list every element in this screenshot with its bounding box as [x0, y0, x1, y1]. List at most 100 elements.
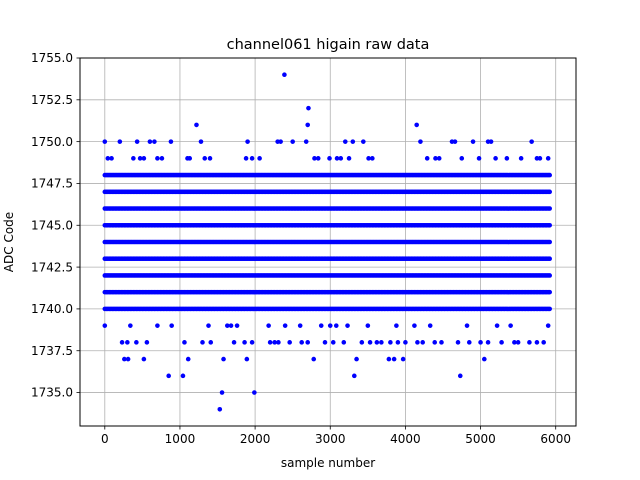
- data-point: [249, 340, 255, 345]
- data-point: [242, 340, 247, 345]
- data-point: [303, 139, 309, 144]
- data-point: [478, 340, 483, 345]
- data-point: [352, 373, 357, 379]
- data-point: [305, 122, 311, 128]
- data-point: [137, 156, 143, 161]
- x-tick-label: 2000: [240, 432, 271, 446]
- data-point: [455, 340, 461, 345]
- data-point: [482, 356, 487, 362]
- data-point: [185, 356, 191, 362]
- data-point: [208, 340, 214, 345]
- data-point: [547, 256, 552, 262]
- data-point: [234, 323, 240, 328]
- data-point: [394, 323, 399, 328]
- data-points: [102, 72, 552, 412]
- data-point: [282, 323, 288, 328]
- data-point: [547, 239, 552, 245]
- data-point: [134, 340, 139, 345]
- data-point: [427, 323, 433, 328]
- y-tick-label: 1745.0: [31, 218, 73, 232]
- data-point: [282, 72, 287, 78]
- data-point: [512, 340, 517, 345]
- data-point: [312, 156, 317, 161]
- data-point: [418, 139, 423, 144]
- data-point: [297, 323, 303, 328]
- data-point: [341, 340, 347, 345]
- y-axis-label: ADC Code: [2, 212, 16, 272]
- chart-title: channel061 higain raw data: [227, 37, 430, 53]
- data-point: [499, 340, 504, 345]
- data-point: [338, 156, 344, 161]
- x-tick-label: 1000: [165, 432, 196, 446]
- data-point: [231, 340, 237, 345]
- y-tick-label: 1737.5: [31, 344, 73, 358]
- y-tick-label: 1752.5: [31, 93, 73, 107]
- data-point: [141, 356, 147, 362]
- data-point: [350, 139, 356, 144]
- data-point: [346, 156, 352, 161]
- data-point: [388, 340, 393, 345]
- data-point: [206, 323, 211, 328]
- data-point: [547, 273, 552, 278]
- data-point: [529, 139, 534, 144]
- data-point: [249, 156, 255, 161]
- data-point: [415, 340, 420, 345]
- data-point: [272, 340, 277, 345]
- data-point: [547, 172, 552, 178]
- data-point: [198, 139, 204, 144]
- data-point: [379, 340, 384, 345]
- data-point: [403, 340, 408, 345]
- data-point: [311, 356, 317, 362]
- x-tick-label: 6000: [540, 432, 571, 446]
- data-point: [365, 323, 371, 328]
- y-tick-label: 1747.5: [31, 177, 73, 191]
- data-point: [221, 356, 226, 362]
- data-point: [102, 323, 108, 328]
- data-point: [225, 323, 230, 328]
- data-point: [228, 323, 234, 328]
- data-point: [537, 156, 543, 161]
- data-point: [155, 323, 160, 328]
- data-point: [169, 323, 174, 328]
- data-point: [466, 340, 472, 345]
- data-point: [464, 323, 470, 328]
- data-point: [547, 306, 552, 312]
- data-point: [128, 323, 133, 328]
- data-point: [290, 139, 295, 144]
- data-point: [155, 156, 160, 161]
- data-point: [217, 406, 223, 412]
- data-point: [400, 356, 406, 362]
- data-point: [541, 340, 546, 345]
- data-point: [436, 156, 442, 161]
- data-point: [276, 340, 281, 345]
- data-point: [202, 156, 208, 161]
- data-point: [412, 323, 417, 328]
- data-point: [395, 340, 401, 345]
- data-point: [504, 156, 510, 161]
- data-point: [359, 340, 365, 345]
- axis-ticks: 0 1000 2000 3000 4000 5000 6000 1735.0 1737.5 174…: [31, 51, 571, 446]
- data-point: [266, 323, 271, 328]
- data-point: [545, 156, 551, 161]
- x-tick-label: 0: [101, 432, 109, 446]
- data-point: [305, 340, 311, 345]
- data-point: [547, 289, 552, 295]
- data-point: [257, 156, 262, 161]
- data-point: [299, 340, 305, 345]
- data-point: [125, 356, 131, 362]
- data-point: [159, 156, 165, 161]
- data-point: [433, 156, 438, 161]
- data-point: [182, 340, 187, 345]
- data-point: [452, 139, 458, 144]
- data-point: [180, 373, 186, 379]
- data-point: [102, 139, 108, 144]
- data-point: [287, 340, 292, 345]
- data-point: [141, 156, 147, 161]
- data-point: [547, 206, 552, 211]
- data-point: [125, 340, 130, 345]
- data-point: [278, 139, 283, 144]
- data-point: [315, 156, 321, 161]
- data-point: [485, 340, 491, 345]
- data-point: [119, 340, 125, 345]
